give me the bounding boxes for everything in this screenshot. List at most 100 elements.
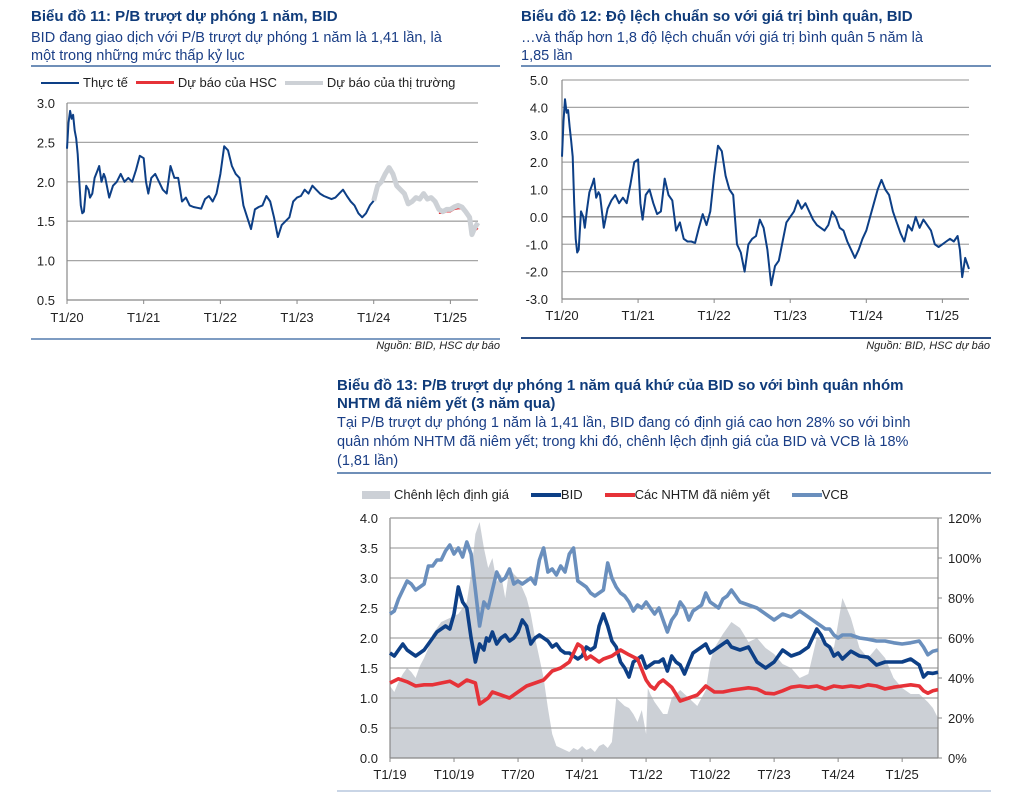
legend-item-actual: Thực tế [41,75,128,90]
legend-swatch-bid [530,492,561,497]
x-tick-label: T1/20 [50,310,83,325]
legend-label-banks: Các NHTM đã niêm yết [634,487,770,502]
series-line-thuc-te [66,109,375,238]
legend-swatch-actual [41,81,79,84]
legend-swatch-vcb [791,492,822,497]
y2-tick-label: 40% [948,671,974,686]
x-tick-label: T10/22 [690,767,730,782]
y2-tick-label: 20% [948,711,974,726]
legend-item-hsc-forecast: Dự báo của HSC [135,75,277,90]
legend-label-actual: Thực tế [83,75,128,90]
legend-swatch-gap [362,490,390,499]
chart12-subtitle-line2: 1,85 lần [521,48,573,64]
x-tick-label: T1/25 [434,310,467,325]
legend-label-vcb: VCB [821,487,849,502]
y-tick-label: 3.0 [360,571,378,586]
x-tick-label: T4/21 [565,767,598,782]
legend-label-market: Dự báo của thị trường [326,75,456,90]
legend-swatch-banks [604,492,635,497]
x-tick-label: T1/22 [629,767,662,782]
chart11-subtitle-line1: BID đang giao dịch với P/B trượt dự phón… [31,30,442,46]
x-tick-label: T1/20 [545,308,578,323]
x-tick-label: T1/22 [698,308,731,323]
legend-swatch-market [284,80,323,85]
y-tick-label: -3.0 [526,292,548,307]
x-tick-label: T7/20 [501,767,534,782]
chart13-legend: Chênh lệch định giá BID Các NHTM đã niêm… [362,487,856,502]
y-tick-label: 1.0 [360,691,378,706]
chart11-subtitle-line2: một trong những mức thấp kỷ lục [31,48,245,64]
chart11-header-rule [31,65,500,67]
y-tick-label: 2.5 [360,601,378,616]
chart11-legend: Thực tế Dự báo của HSC Dự báo của thị tr… [41,75,463,90]
x-tick-label: T1/23 [280,310,313,325]
series-line-do-lech-chuan [561,98,970,287]
series-area-chenh-lech-dinh-gia [390,522,938,758]
y2-tick-label: 80% [948,591,974,606]
chart12-source: Nguồn: BID, HSC dự báo [866,340,990,352]
legend-swatch-hsc [135,81,174,84]
series-line-cac-nhtm-da-niem-yet [389,642,939,706]
chart12-header-rule [521,65,991,67]
x-tick-label: T1/25 [926,308,959,323]
y-tick-label: -2.0 [526,265,548,280]
y-tick-label: 0.5 [360,721,378,736]
x-tick-label: T1/23 [774,308,807,323]
chart13-subtitle-line3: (1,81 lần) [337,453,399,469]
y2-tick-label: 100% [948,551,982,566]
y-tick-label: 1.5 [360,661,378,676]
chart11-title: Biểu đồ 11: P/B trượt dự phóng 1 năm, BI… [31,8,338,25]
legend-item-vcb: VCB [791,487,849,502]
chart12-title: Biểu đồ 12: Độ lệch chuẩn so với giá trị… [521,8,913,25]
x-tick-label: T1/24 [850,308,883,323]
chart12-subtitle-line1: …và thấp hơn 1,8 độ lệch chuẩn với giá t… [521,30,923,46]
chart13-title-line2: NHTM đã niêm yết (3 năm qua) [337,395,556,412]
x-tick-label: T1/24 [357,310,390,325]
x-tick-label: T4/24 [822,767,855,782]
y-tick-label: 2.0 [360,631,378,646]
series-line-vcb [388,540,939,657]
chart13-subtitle-line2: quân nhóm NHTM đã niêm yết; trong khi đó… [337,434,909,450]
legend-item-bid: BID [530,487,583,502]
y-tick-label: 3.0 [530,128,548,143]
chart13-subtitle-line1: Tại P/B trượt dự phóng 1 năm là 1,41 lần… [337,415,911,431]
legend-label-bid: BID [560,487,583,502]
y-tick-label: 3.5 [360,541,378,556]
legend-item-market-forecast: Dự báo của thị trường [284,75,456,90]
y-tick-label: 5.0 [530,73,548,88]
chart12-footer-rule [521,337,991,339]
series-line-bid [388,585,939,679]
series-line-du-bao-cua-thi-truong [371,165,481,238]
x-tick-label: T7/23 [757,767,790,782]
y-tick-label: 0.0 [360,751,378,766]
y-tick-label: 2.5 [37,135,55,150]
legend-label-gap: Chênh lệch định giá [394,487,509,502]
chart13-footer-rule [337,790,991,792]
x-tick-label: T1/22 [204,310,237,325]
x-tick-label: T10/19 [434,767,474,782]
chart13-title-line1: Biểu đồ 13: P/B trượt dự phóng 1 năm quá… [337,377,904,394]
y-tick-label: 2.0 [530,155,548,170]
chart11-footer-rule [31,338,500,340]
y2-tick-label: 60% [948,631,974,646]
y-tick-label: -1.0 [526,237,548,252]
legend-item-valuation-gap: Chênh lệch định giá [362,487,509,502]
y2-tick-label: 0% [948,751,967,766]
y-tick-label: 1.0 [37,254,55,269]
chart13-header-rule [337,472,991,474]
x-tick-label: T1/21 [621,308,654,323]
y-tick-label: 4.0 [530,100,548,115]
legend-label-hsc: Dự báo của HSC [177,75,277,90]
y-tick-label: 0.0 [530,210,548,225]
y-tick-label: 1.5 [37,214,55,229]
x-tick-label: T1/25 [886,767,919,782]
y-tick-label: 4.0 [360,511,378,526]
y2-tick-label: 120% [948,511,982,526]
x-tick-label: T1/19 [373,767,406,782]
chart11-source: Nguồn: BID, HSC dự báo [376,340,500,352]
y-tick-label: 2.0 [37,175,55,190]
legend-item-listed-banks: Các NHTM đã niêm yết [604,487,770,502]
